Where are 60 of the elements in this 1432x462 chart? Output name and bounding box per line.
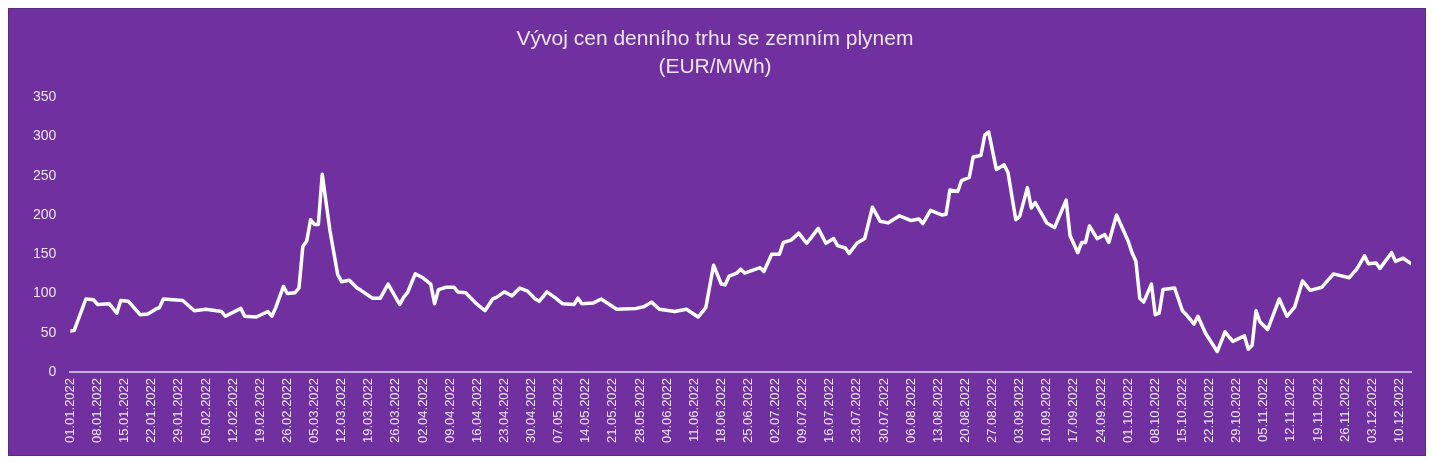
x-tick-label: 23.04.2022 [495,377,511,444]
y-tick-label: 350 [33,88,57,105]
x-tick-label: 05.11.2022 [1255,377,1271,443]
y-tick-label: 200 [33,205,57,222]
x-tick-label: 26.11.2022 [1336,377,1352,443]
x-tick-label: 13.08.2022 [929,377,945,444]
x-tick-label: 21.05.2022 [604,377,620,444]
x-tick-label: 19.02.2022 [251,377,267,444]
y-tick-label: 0 [48,362,57,379]
x-tick-label: 11.06.2022 [685,377,701,443]
x-tick-label: 08.01.2022 [89,377,105,444]
x-tick-label: 03.09.2022 [1011,377,1027,444]
x-tick-label: 05.02.2022 [197,377,213,444]
x-tick-label: 25.06.2022 [740,377,756,444]
x-tick-label: 12.03.2022 [333,377,349,444]
chart-subtitle: (EUR/MWh) [658,53,772,77]
x-tick-label: 15.01.2022 [116,377,132,444]
x-tick-label: 07.05.2022 [550,377,566,444]
x-tick-label: 12.11.2022 [1282,377,1298,443]
x-tick-label: 10.12.2022 [1390,377,1406,444]
y-tick-label: 300 [33,127,57,144]
x-tick-label: 16.07.2022 [821,377,837,444]
x-tick-label: 08.10.2022 [1146,377,1162,444]
x-tick-label: 24.09.2022 [1092,377,1108,444]
x-tick-label: 19.11.2022 [1309,377,1325,443]
x-tick-label: 29.10.2022 [1228,377,1244,444]
x-tick-label: 28.05.2022 [631,377,647,444]
x-tick-label: 16.04.2022 [468,377,484,444]
x-tick-label: 23.07.2022 [848,377,864,444]
x-tick-label: 04.06.2022 [658,377,674,444]
y-tick-label: 150 [33,245,57,262]
x-tick-label: 20.08.2022 [956,377,972,444]
x-tick-label: 03.12.2022 [1363,377,1379,444]
x-tick-label: 22.10.2022 [1201,377,1217,444]
y-tick-label: 50 [40,323,57,340]
x-tick-label: 22.01.2022 [143,377,159,444]
chart-title: Vývoj cen denního trhu se zemním plynem [516,26,914,50]
x-tick-label: 06.08.2022 [902,377,918,444]
x-tick-label: 02.04.2022 [414,377,430,444]
x-tick-label: 17.09.2022 [1065,377,1081,444]
x-tick-label: 18.06.2022 [712,377,728,444]
x-tick-label: 29.01.2022 [170,377,186,444]
x-tick-label: 02.07.2022 [767,377,783,444]
x-tick-label: 05.03.2022 [306,377,322,444]
x-tick-label: 01.01.2022 [61,377,77,444]
y-tick-label: 100 [33,284,57,301]
x-tick-label: 01.10.2022 [1119,377,1135,444]
x-tick-label: 26.02.2022 [278,377,294,444]
x-tick-label: 30.07.2022 [875,377,891,444]
y-tick-label: 250 [33,166,57,183]
x-tick-label: 12.02.2022 [224,377,240,444]
x-tick-label: 26.03.2022 [387,377,403,444]
x-tick-label: 09.04.2022 [441,377,457,444]
x-tick-label: 10.09.2022 [1038,377,1054,444]
x-tick-label: 27.08.2022 [984,377,1000,444]
x-tick-label: 19.03.2022 [360,377,376,444]
x-tick-label: 15.10.2022 [1173,377,1189,444]
x-tick-label: 14.05.2022 [577,377,593,444]
x-tick-label: 09.07.2022 [794,377,810,444]
x-tick-label: 30.04.2022 [523,377,539,444]
